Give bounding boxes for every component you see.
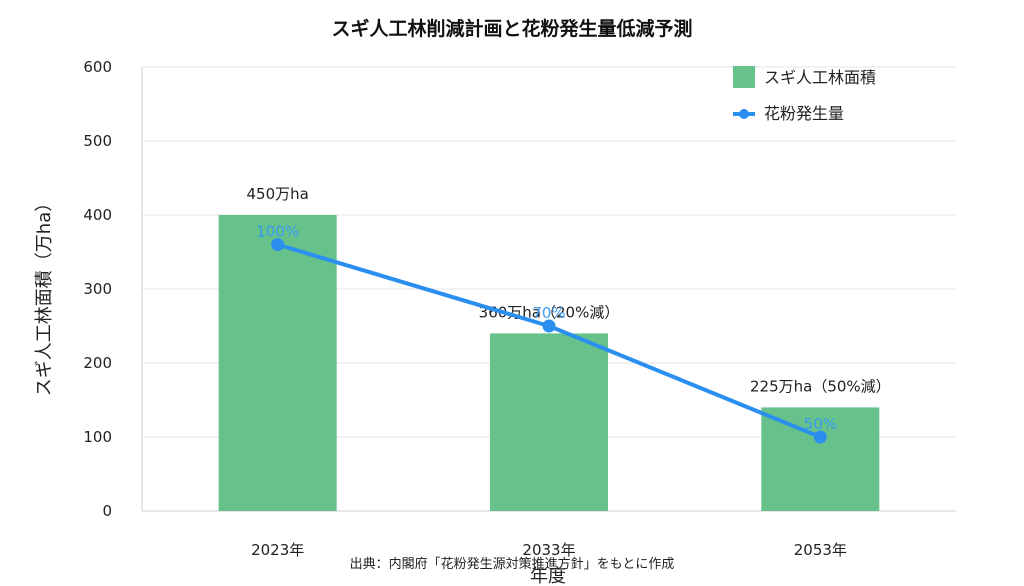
line-point-label: 70% xyxy=(532,304,565,322)
line-point-label: 50% xyxy=(804,415,837,433)
legend-label-line: 花粉発生量 xyxy=(764,104,844,123)
line-point xyxy=(271,238,285,252)
legend-label-bar: スギ人工林面積 xyxy=(764,68,876,87)
y-tick-label: 300 xyxy=(83,280,112,298)
pollen-line: 100% 70% 50% xyxy=(256,223,837,444)
bars xyxy=(218,215,880,511)
line-point-label: 100% xyxy=(256,223,299,241)
legend: スギ人工林面積 花粉発生量 xyxy=(733,66,876,123)
y-tick-label: 100 xyxy=(83,428,112,446)
bar xyxy=(761,407,880,511)
bar xyxy=(218,215,337,511)
line-point xyxy=(542,319,556,333)
line-point xyxy=(813,430,827,444)
y-axis-title: スギ人工林面積（万ha） xyxy=(34,194,55,396)
y-tick-label: 600 xyxy=(83,58,112,76)
legend-swatch-marker xyxy=(739,109,749,119)
chart-title: スギ人工林削減計画と花粉発生量低減予測 xyxy=(331,17,692,40)
source-note: 出典：内閣府「花粉発生源対策推進方針」をもとに作成 xyxy=(350,556,675,572)
legend-swatch-bar xyxy=(733,66,755,88)
x-tick-label: 2053年 xyxy=(794,541,847,559)
bar xyxy=(490,333,608,511)
y-axis-ticks: 0 100 200 300 400 500 600 xyxy=(83,58,112,520)
x-tick-label: 2033年 xyxy=(522,541,575,559)
y-tick-label: 400 xyxy=(83,206,112,224)
x-axis-title: 年度 xyxy=(530,566,566,586)
x-axis-ticks: 2023年 2033年 2053年 xyxy=(251,541,847,559)
y-tick-label: 200 xyxy=(83,354,112,372)
y-tick-label: 0 xyxy=(102,502,112,520)
bar-value-label: 450万ha xyxy=(246,185,308,203)
y-tick-label: 500 xyxy=(83,132,112,150)
bar-value-label: 225万ha（50%減） xyxy=(750,377,891,395)
x-tick-label: 2023年 xyxy=(251,541,304,559)
